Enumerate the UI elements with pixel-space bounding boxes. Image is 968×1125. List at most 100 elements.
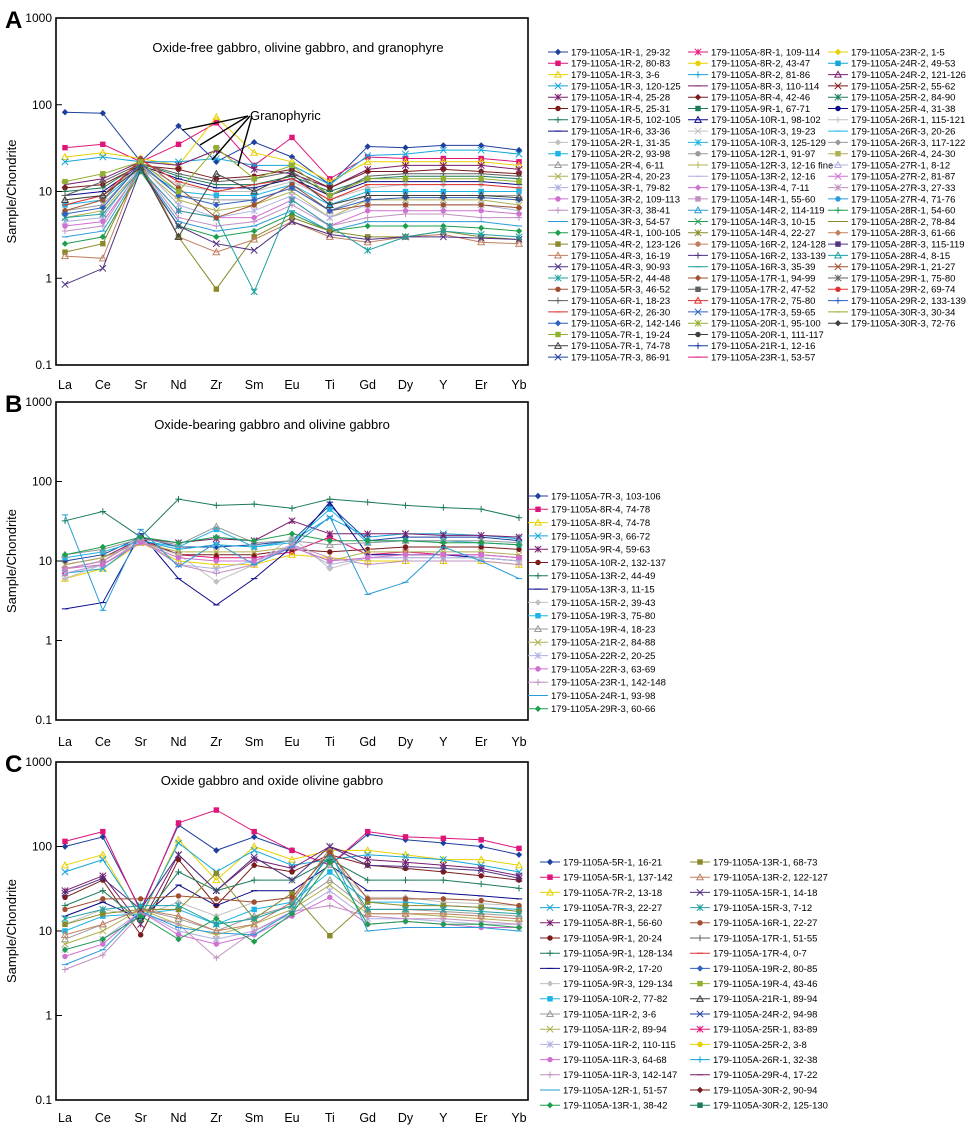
data-point [326,530,334,538]
legend-marker [555,150,561,157]
data-point [99,905,107,913]
data-point [478,176,484,182]
x-tick-label: Yb [511,735,526,749]
legend-label: 179-1105A-7R-3, 103-106 [551,491,661,502]
data-point [401,233,410,241]
annotation-arrow [237,115,253,167]
data-point [439,856,447,864]
legend-marker [534,679,542,686]
legend-marker [834,207,842,214]
data-point [326,554,334,561]
legend-label: 179-1105A-8R-1, 56-60 [563,918,662,929]
data-point [325,540,334,548]
chart-title: Oxide-free gabbro, olivine gabbro, and g… [152,40,443,55]
data-point [364,861,372,869]
data-point [60,251,70,260]
data-point [477,911,486,920]
y-tick-label: 0.1 [35,1093,52,1107]
data-point [175,141,182,148]
legend-label: 179-1105A-13R-2, 122-127 [713,873,828,884]
data-point [61,280,69,288]
data-point [401,530,410,538]
x-tick-label: Sr [134,378,147,392]
data-point [402,202,409,208]
legend-marker [554,297,562,304]
legend-marker [834,116,842,123]
legend-label: 179-1105A-9R-1, 67-71 [711,104,810,115]
legend-label: 179-1105A-11R-2, 3-6 [563,1009,656,1020]
legend-marker [694,308,702,316]
data-point [402,210,409,218]
data-point [439,146,447,154]
legend-label: 179-1105A-4R-1, 100-105 [571,228,681,239]
data-point [364,533,372,541]
legend-marker [533,518,543,526]
legend-label: 179-1105A-28R-2, 78-84 [851,217,955,228]
data-point [440,222,447,230]
legend-label: 179-1105A-8R-2, 43-47 [711,59,810,70]
data-point [364,151,372,160]
data-point [100,171,106,177]
legend-marker [695,241,701,247]
legend-label: 179-1105A-10R-2, 77-82 [563,994,667,1005]
legend-label: 179-1105A-25R-4, 31-38 [851,104,955,115]
legend-label: 179-1105A-15R-3, 7-12 [713,903,812,914]
legend-label: 179-1105A-10R-3, 125-129 [711,138,826,149]
legend-marker [554,353,562,361]
legend-marker [545,1009,555,1018]
data-point [175,170,182,177]
data-point [174,839,183,847]
legend-marker [555,196,561,202]
legend-label: 179-1105A-9R-3, 129-134 [563,979,673,990]
y-axis-label: Sample/Chondrite [4,139,19,243]
data-point [514,239,524,247]
legend-marker [835,150,841,157]
data-point [364,921,371,928]
x-tick-label: Eu [284,1111,299,1125]
data-point [212,247,221,256]
x-tick-label: Dy [398,1111,414,1125]
legend-label: 179-1105A-14R-3, 10-15 [711,217,815,228]
data-point [515,146,523,154]
data-point [174,232,183,240]
legend-label: 179-1105A-29R-4, 17-22 [713,1070,817,1081]
legend-marker [554,82,562,90]
x-tick-label: Ce [95,1111,111,1125]
data-point [174,548,183,556]
data-point [326,207,334,214]
legend-marker [554,184,562,192]
data-point [363,909,372,917]
legend-label: 179-1105A-23R-1, 142-148 [551,678,666,689]
panel-b: B 0.1 1 10 100 1000 Sample/Chondrite La Ce Sr Nd Zr… [4,391,666,749]
legend-label: 179-1105A-14R-4, 22-27 [711,228,815,239]
legend-label: 179-1105A-17R-1, 94-99 [711,273,815,284]
data-point [212,112,221,121]
data-point [212,169,221,177]
data-point [401,853,410,861]
legend-label: 179-1105A-30R-2, 90-94 [713,1085,817,1096]
data-point [515,173,523,180]
legend-marker [693,115,703,123]
legend-label: 179-1105A-30R-3, 72-76 [851,319,955,330]
x-tick-label: Sr [134,1111,147,1125]
x-tick-label: Er [475,1111,488,1125]
data-point [364,222,371,230]
legend-marker [534,532,542,540]
data-point [213,286,220,292]
data-point [137,902,145,910]
legend-marker [546,858,554,866]
legend-label: 179-1105A-19R-3, 75-80 [551,611,655,622]
data-point [213,533,220,541]
x-tick-label: Gd [359,378,376,392]
data-point [99,184,107,192]
legend-label: 179-1105A-28R-3, 115-119 [851,240,965,251]
x-tick-label: Ti [325,378,335,392]
data-point [251,862,257,868]
data-point [250,548,258,556]
y-tick-label: 1 [45,1009,52,1023]
data-point [364,856,372,864]
legend-label: 179-1105A-26R-3, 117-122 [851,138,965,149]
x-tick-label: Zr [210,735,222,749]
legend-marker [696,1025,704,1033]
data-point [326,859,334,866]
